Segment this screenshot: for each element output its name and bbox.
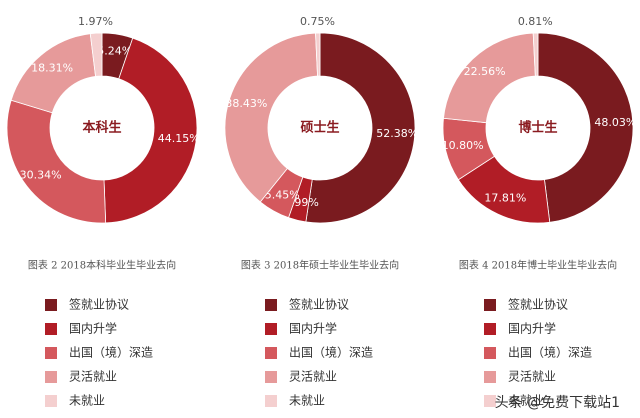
caption: 图表 3 2018年硕士毕业生毕业去向 <box>241 259 399 272</box>
value-label: 44.15% <box>158 132 200 145</box>
legend-label: 出国（境）深造 <box>289 345 373 360</box>
value-label: 5.24% <box>97 45 132 58</box>
legend-swatch <box>45 299 57 311</box>
value-label: 0.81% <box>518 15 553 28</box>
value-label: 48.03% <box>594 116 636 129</box>
legend-swatch <box>265 347 277 359</box>
legend-swatch <box>45 371 57 383</box>
center-label: 本科生 <box>82 120 121 136</box>
value-label: 5.45% <box>265 189 300 202</box>
legend-swatch <box>484 395 496 407</box>
value-label: 0.75% <box>300 15 335 28</box>
legend-label: 国内升学 <box>508 321 556 336</box>
legend-swatch <box>265 371 277 383</box>
legend-swatch <box>265 395 277 407</box>
watermark: 头条 @免费下载站1 <box>495 394 620 411</box>
donut-slice <box>224 32 318 203</box>
caption: 图表 4 2018年博士毕业生毕业去向 <box>459 259 617 272</box>
legend-label: 出国（境）深造 <box>69 345 153 360</box>
value-label: 30.34% <box>20 168 62 181</box>
donut-slice <box>532 32 539 77</box>
value-label: 18.31% <box>31 62 73 75</box>
legend-label: 签就业协议 <box>69 297 129 312</box>
donut-slice <box>537 32 634 223</box>
center-label: 博士生 <box>518 120 557 136</box>
legend-swatch <box>45 347 57 359</box>
donut-slice <box>6 99 107 224</box>
value-label: 17.81% <box>484 191 526 204</box>
legend-label: 未就业 <box>289 394 325 408</box>
donut-slice <box>315 32 321 77</box>
donut-slice <box>443 32 536 124</box>
legend-swatch <box>484 347 496 359</box>
legend-label: 灵活就业 <box>289 370 337 384</box>
caption: 图表 2 2018本科毕业生毕业去向 <box>28 259 176 272</box>
legend-label: 国内升学 <box>289 321 337 336</box>
center-label: 硕士生 <box>300 120 339 136</box>
legend-label: 灵活就业 <box>69 370 117 384</box>
value-label: 38.43% <box>225 97 267 110</box>
legend-swatch <box>265 323 277 335</box>
legend-label: 签就业协议 <box>289 297 349 312</box>
legend-label: 出国（境）深造 <box>508 345 592 360</box>
donut-slice <box>89 32 103 77</box>
legend-label: 灵活就业 <box>508 370 556 384</box>
legend-swatch <box>484 299 496 311</box>
legend-label: 签就业协议 <box>508 297 568 312</box>
value-label: 22.56% <box>464 65 506 78</box>
legend-swatch <box>45 323 57 335</box>
legend-swatch <box>265 299 277 311</box>
legend-swatch <box>484 323 496 335</box>
legend-label: 未就业 <box>508 394 544 408</box>
legend-label: 国内升学 <box>69 321 117 336</box>
donut-slice <box>103 37 198 224</box>
value-label: 52.38% <box>376 127 418 140</box>
legend-label: 未就业 <box>69 394 105 408</box>
value-label: 1.97% <box>78 15 113 28</box>
legend-swatch <box>484 371 496 383</box>
value-label: 10.80% <box>442 139 484 152</box>
legend-swatch <box>45 395 57 407</box>
donut-slice <box>305 32 416 224</box>
